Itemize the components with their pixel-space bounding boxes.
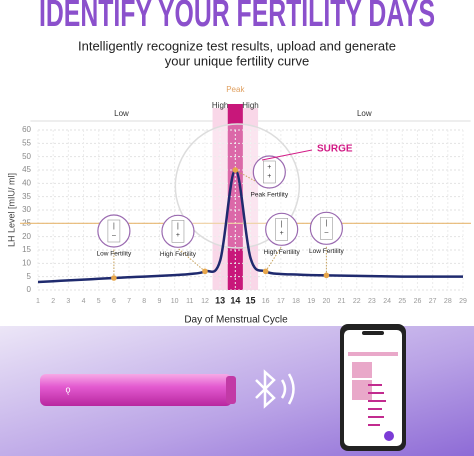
x-tick-label: 12 [201, 298, 209, 305]
y-axis-label: LH Level [mIU/ ml] [6, 173, 16, 247]
surge-arrow [261, 149, 313, 161]
annotation-label: Low Fertility [309, 248, 344, 255]
test-reader: ǫ [40, 374, 236, 406]
y-tick-label: 45 [22, 165, 31, 174]
strip-mark: – [324, 229, 328, 236]
strip-mark: + [280, 230, 284, 237]
phase-label: Low [114, 109, 129, 118]
test-strip [275, 218, 288, 241]
test-strip [107, 219, 121, 243]
surge-label: SURGE [317, 144, 353, 155]
strip-mark: | [177, 223, 179, 230]
x-tick-label: 19 [307, 298, 315, 305]
x-tick-label: 14 [230, 295, 240, 305]
strip-mark: – [112, 232, 116, 239]
x-tick-label: 5 [97, 298, 101, 305]
y-tick-label: 35 [22, 192, 31, 201]
phase-label: Low [357, 109, 372, 118]
strip-mark: + [176, 232, 180, 239]
x-tick-label: 17 [277, 298, 285, 305]
x-tick-label: 9 [157, 298, 161, 305]
lh-curve [37, 168, 463, 284]
x-tick-label: 8 [142, 298, 146, 305]
annotation-dot [262, 268, 269, 275]
x-tick-label: 26 [414, 298, 422, 305]
y-tick-label: 5 [27, 272, 32, 281]
connector [235, 169, 270, 190]
x-tick-label: 24 [383, 298, 391, 305]
x-tick-label: 23 [368, 298, 376, 305]
annotation-dot [111, 275, 117, 281]
x-tick-label: 13 [215, 295, 225, 305]
test-strip [263, 160, 276, 184]
y-tick-label: 55 [22, 138, 31, 147]
x-tick-label: 7 [127, 298, 131, 305]
x-tick-label: 25 [398, 298, 406, 305]
phase-label: High [242, 101, 258, 110]
phase-label: High [212, 101, 228, 110]
strip-mark: | [281, 221, 283, 228]
x-tick-label: 27 [429, 298, 437, 305]
connector [265, 246, 283, 272]
phase-label: Peak [226, 85, 245, 94]
x-tick-label: 29 [459, 298, 467, 305]
strip-mark: + [267, 173, 271, 180]
strip-mark: + [267, 164, 271, 171]
strip-mark: | [325, 220, 327, 227]
y-tick-label: 30 [22, 205, 31, 214]
test-strip [320, 217, 333, 240]
x-tick-label: 2 [51, 298, 55, 305]
annotation-label: Peak Fertility [251, 192, 289, 199]
x-tick-label: 3 [66, 298, 70, 305]
x-tick-label: 22 [353, 298, 361, 305]
x-tick-label: 1 [36, 298, 40, 305]
chart: LowHighPeakHighLow0510152025303540455055… [20, 85, 471, 305]
annotation-dot [323, 272, 330, 279]
strip-mark: | [113, 223, 115, 230]
phone [340, 324, 406, 451]
x-tick-label: 18 [292, 298, 300, 305]
annotation-dot [202, 268, 208, 275]
annotation-label: High Fertility [160, 251, 197, 258]
magnifier [174, 123, 301, 249]
x-tick-label: 10 [171, 298, 179, 305]
x-axis-label: Day of Menstrual Cycle [184, 315, 288, 326]
x-tick-label: 15 [245, 295, 255, 305]
annotation-label: Low Fertility [97, 251, 132, 258]
x-tick-label: 20 [322, 298, 330, 305]
x-tick-label: 6 [112, 298, 116, 305]
x-tick-label: 16 [262, 298, 270, 305]
annotation-dot [232, 167, 239, 173]
bluetooth-icon [255, 369, 295, 409]
svg-text:ǫ: ǫ [65, 384, 70, 394]
annotation-label: High Fertility [264, 249, 301, 256]
y-tick-label: 40 [22, 178, 31, 187]
y-tick-label: 10 [22, 258, 31, 267]
y-tick-label: 50 [22, 152, 31, 161]
y-tick-label: 20 [22, 232, 31, 241]
subtitle: Intelligently recognize test results, up… [78, 38, 396, 53]
y-tick-label: 15 [22, 245, 31, 254]
y-tick-label: 0 [27, 285, 32, 294]
y-tick-label: 60 [22, 125, 31, 134]
x-tick-label: 21 [338, 298, 346, 305]
x-tick-label: 28 [444, 298, 452, 305]
subtitle: your unique fertility curve [165, 53, 310, 68]
test-strip [171, 220, 185, 243]
title: IDENTIFY YOUR FERTILITY DAYS [39, 0, 435, 35]
x-tick-label: 11 [186, 298, 193, 305]
x-tick-label: 4 [82, 298, 86, 305]
